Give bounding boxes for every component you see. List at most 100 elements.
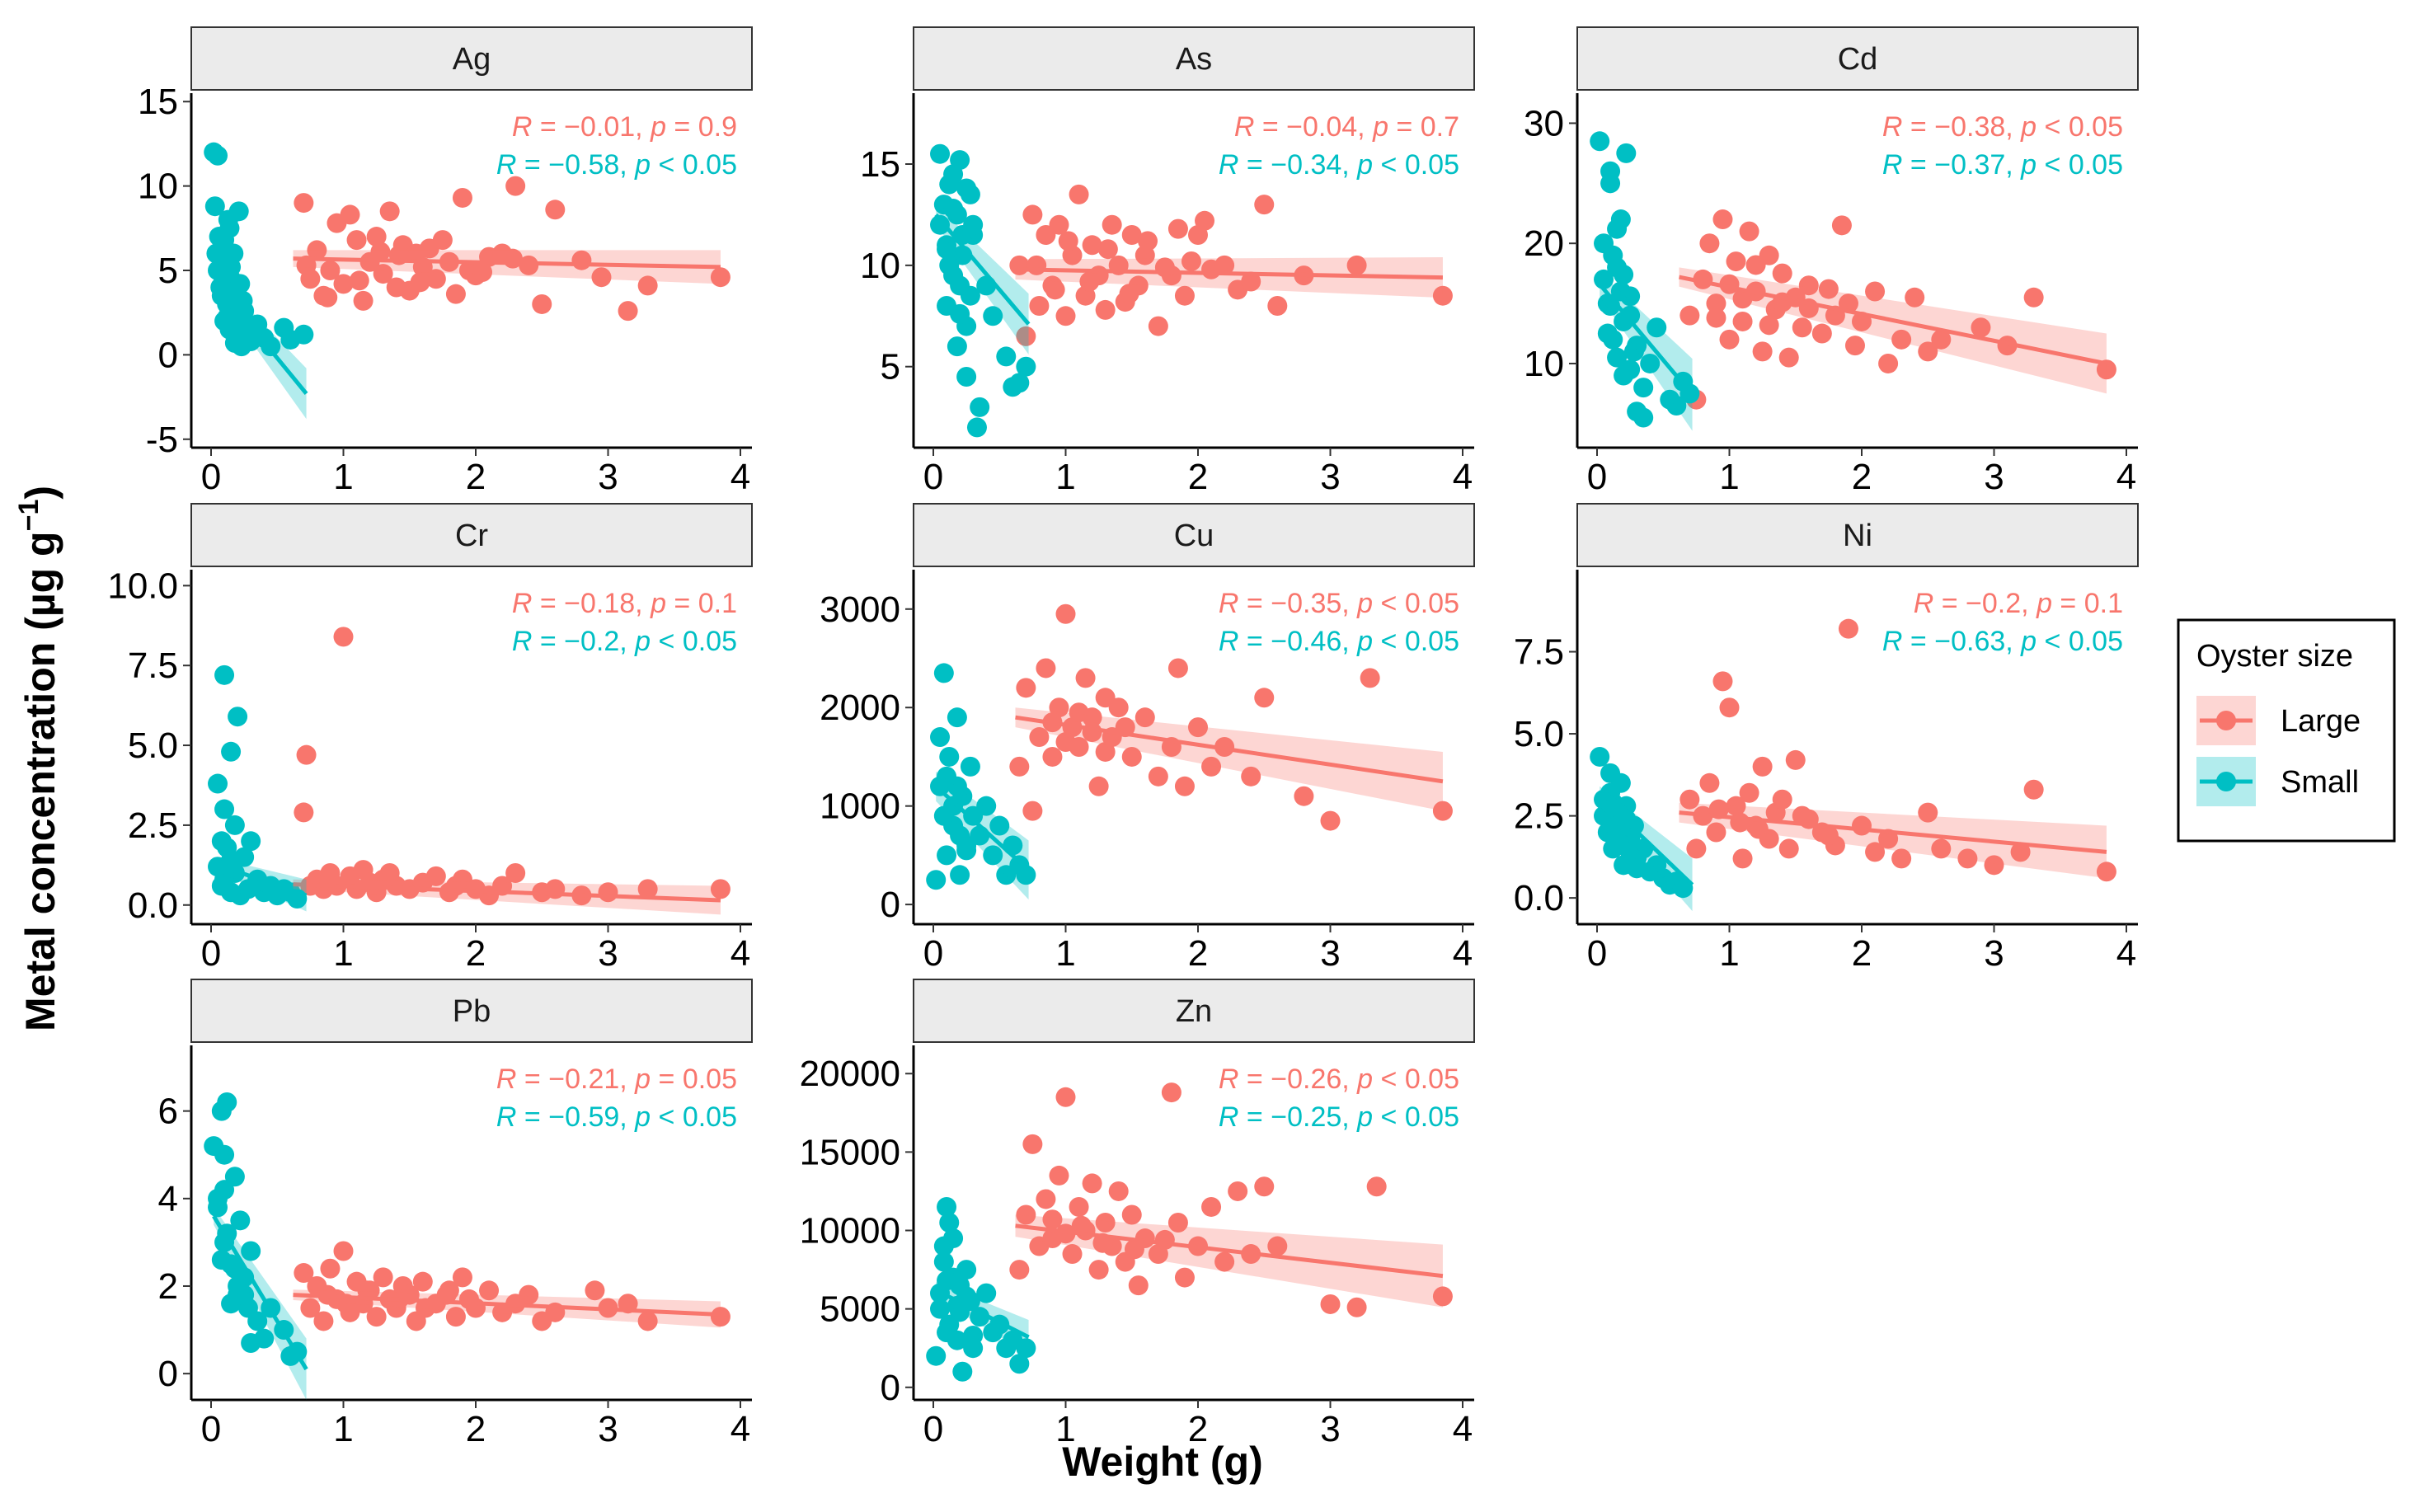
data-point — [947, 776, 967, 796]
data-point — [294, 193, 314, 214]
data-point — [1016, 326, 1036, 346]
data-point — [937, 1270, 957, 1291]
data-point — [989, 815, 1010, 836]
y-axis-title-close: ) — [17, 486, 63, 500]
data-point — [353, 290, 373, 311]
data-point — [2010, 842, 2031, 862]
data-point — [1918, 341, 1938, 362]
data-point — [970, 397, 990, 417]
legend-key-point — [2216, 772, 2236, 791]
y-tick-label: 20 — [1524, 223, 1564, 264]
y-axis-title: Metal concentration (µg g−1) — [13, 486, 63, 1031]
data-point — [1792, 805, 1812, 826]
data-point — [241, 831, 261, 852]
data-point — [349, 270, 369, 291]
data-point — [1346, 255, 1367, 275]
data-point — [505, 863, 526, 884]
data-point — [952, 1361, 973, 1382]
data-point — [930, 727, 951, 748]
x-tick-label: 2 — [1188, 457, 1208, 497]
regression-line-large — [1679, 275, 2107, 366]
strip-label: As — [1176, 42, 1212, 77]
data-point — [963, 214, 984, 235]
stat-large: R = −0.26, p < 0.05 — [1219, 1064, 1459, 1095]
strip-cr — [190, 503, 753, 567]
x-tick-label: 4 — [1453, 1409, 1473, 1449]
data-point — [1167, 1213, 1188, 1233]
y-tick-label: 7.5 — [128, 646, 178, 686]
y-tick-label: 15 — [860, 144, 900, 185]
data-point — [2023, 287, 2044, 308]
data-point — [221, 850, 242, 871]
data-point — [937, 845, 957, 866]
data-point — [1679, 305, 1700, 326]
data-point — [1792, 317, 1812, 338]
data-point — [1055, 603, 1076, 624]
data-point — [1798, 275, 1819, 296]
data-point — [1739, 782, 1759, 803]
data-point — [1712, 209, 1733, 230]
data-point — [1029, 727, 1050, 748]
data-point — [1088, 776, 1109, 796]
data-point — [1620, 359, 1641, 380]
data-point — [1607, 347, 1628, 368]
data-point — [221, 741, 242, 762]
data-point — [710, 879, 731, 899]
y-axis-title-superscript: −1 — [13, 500, 45, 532]
regression-line-small — [1598, 283, 1694, 397]
data-point — [1891, 329, 1912, 350]
legend-item-small: Small — [2196, 757, 2359, 806]
data-point — [1712, 671, 1733, 692]
data-point — [1124, 1239, 1144, 1260]
data-point — [1045, 279, 1065, 300]
data-point — [618, 301, 638, 322]
legend-title: Oyster size — [2196, 639, 2353, 674]
x-tick-label: 0 — [923, 1409, 943, 1449]
data-point — [1891, 848, 1912, 869]
data-point — [224, 815, 245, 835]
data-point — [333, 274, 354, 294]
y-tick-label: 0.0 — [1514, 878, 1564, 918]
data-point — [307, 240, 327, 261]
data-point — [333, 627, 354, 647]
data-point — [1009, 756, 1030, 777]
strip-zn — [913, 979, 1475, 1043]
data-point — [2096, 862, 2116, 882]
data-point — [1748, 819, 1769, 839]
strip-as — [913, 26, 1475, 91]
data-point — [1818, 279, 1839, 299]
data-point — [1095, 1213, 1116, 1233]
data-point — [1627, 336, 1647, 356]
strip-ni — [1576, 503, 2139, 567]
data-point — [294, 1263, 314, 1284]
data-point — [1135, 707, 1155, 728]
data-point — [1633, 378, 1654, 398]
x-tick-label: 4 — [1453, 933, 1473, 974]
data-point — [947, 336, 967, 357]
data-point — [943, 199, 964, 219]
data-point — [1831, 215, 1852, 236]
stat-small: R = −0.34, p < 0.05 — [1219, 149, 1459, 181]
y-tick-label: 6 — [158, 1092, 178, 1132]
points-small — [1590, 746, 1694, 899]
points-large — [1679, 618, 2116, 882]
data-point — [1071, 1215, 1092, 1236]
data-point — [366, 227, 387, 247]
points-small — [204, 142, 314, 357]
x-tick-label: 1 — [1055, 457, 1075, 497]
y-tick-label: 0 — [158, 1354, 178, 1394]
data-point — [1241, 766, 1261, 787]
x-tick-label: 4 — [731, 457, 750, 497]
data-point — [208, 773, 228, 794]
y-axis-title-main: Metal concentration (µg g — [17, 531, 63, 1031]
data-point — [445, 284, 466, 304]
x-tick-label: 0 — [201, 457, 221, 497]
data-point — [228, 201, 249, 222]
data-point — [950, 825, 970, 846]
data-point — [1320, 810, 1341, 831]
data-point — [1042, 746, 1063, 767]
data-point — [228, 707, 248, 727]
panel-cd: Cd 10 20 30 0 1 2 3 4 R = −0.38, p < 0.05 R = −0.3… — [1524, 26, 2139, 497]
